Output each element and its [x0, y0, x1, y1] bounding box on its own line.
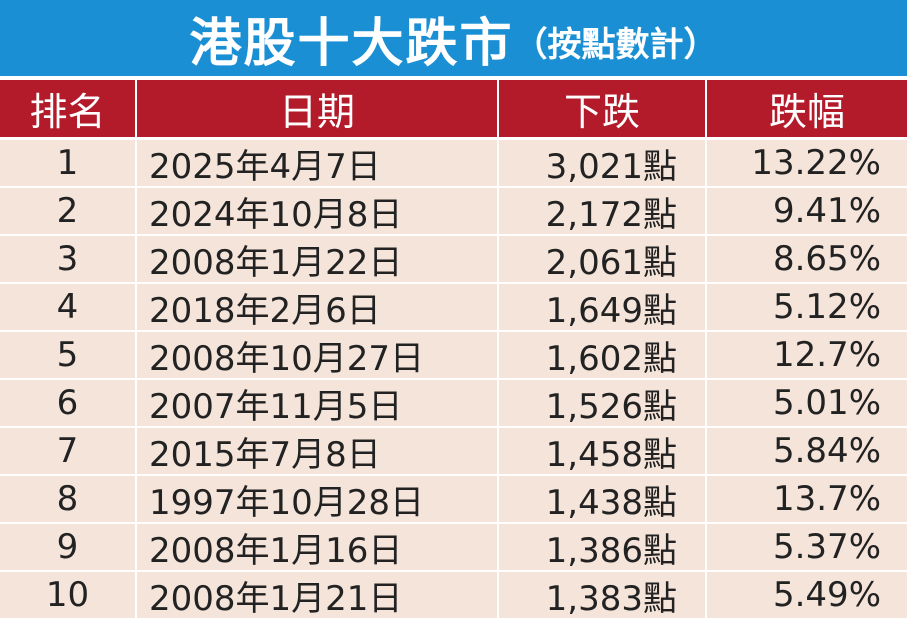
table-cell: 1,602點 — [499, 332, 705, 379]
table-cell: 4 — [0, 284, 135, 330]
table-cell: 2018年2月6日 — [137, 284, 497, 331]
table-cell: 9 — [0, 524, 135, 570]
table-cell: 2015年7月8日 — [137, 428, 497, 475]
table-cell: 7 — [0, 428, 135, 474]
table-cell: 9.41% — [707, 188, 907, 234]
table-cell: 5 — [0, 332, 135, 378]
column-header: 下跌 — [499, 80, 705, 137]
table-cell: 1,386點 — [499, 524, 705, 571]
table-cell: 2 — [0, 188, 135, 234]
table-cell: 5.01% — [707, 380, 907, 426]
table-cell: 3,021點 — [499, 140, 705, 187]
title: 港股十大跌市 — [189, 13, 514, 74]
table-cell: 2008年1月21日 — [137, 572, 497, 619]
table-cell: 5.84% — [707, 428, 907, 474]
subtitle: （按點數計） — [513, 24, 718, 65]
column-header: 跌幅 — [707, 80, 907, 137]
table-cell: 1,383點 — [499, 572, 705, 619]
table-cell: 2007年11月5日 — [137, 380, 497, 427]
table-cell: 2008年10月27日 — [137, 332, 497, 379]
table-cell: 1,526點 — [499, 380, 705, 427]
table-cell: 2008年1月22日 — [137, 236, 497, 283]
table-cell: 3 — [0, 236, 135, 282]
table-cell: 13.22% — [707, 140, 907, 186]
column-header: 排名 — [0, 80, 135, 137]
table-cell: 1,458點 — [499, 428, 705, 475]
table-cell: 2025年4月7日 — [137, 140, 497, 187]
column-header: 日期 — [137, 80, 497, 137]
table-cell: 8.65% — [707, 236, 907, 282]
table-cell: 10 — [0, 572, 135, 618]
table-cell: 1997年10月28日 — [137, 476, 497, 523]
table-cell: 1 — [0, 140, 135, 186]
table-cell: 6 — [0, 380, 135, 426]
table-cell: 5.37% — [707, 524, 907, 570]
table-cell: 5.12% — [707, 284, 907, 330]
table-cell: 2,061點 — [499, 236, 705, 283]
table-cell: 2008年1月16日 — [137, 524, 497, 571]
title-bar: 港股十大跌市 （按點數計） — [0, 0, 907, 76]
table-cell: 13.7% — [707, 476, 907, 522]
table-cell: 8 — [0, 476, 135, 522]
table-cell: 2024年10月8日 — [137, 188, 497, 235]
table-cell: 2,172點 — [499, 188, 705, 235]
table-cell: 1,438點 — [499, 476, 705, 523]
table-cell: 12.7% — [707, 332, 907, 378]
table-cell: 1,649點 — [499, 284, 705, 331]
table-cell: 5.49% — [707, 572, 907, 618]
